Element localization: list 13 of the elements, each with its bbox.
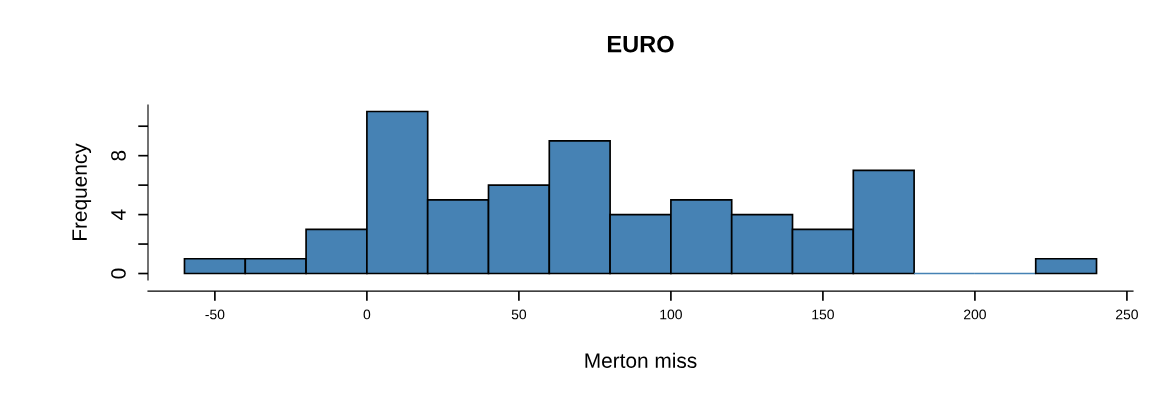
y-tick-label: 0 (111, 268, 126, 279)
x-tick-label: 150 (812, 309, 834, 320)
x-tick-label: 250 (1116, 309, 1138, 320)
chart-title: EURO (607, 35, 674, 53)
y-axis-title: Frequency (72, 143, 92, 240)
y-tick-label: 8 (111, 150, 126, 161)
x-tick-label: 0 (363, 309, 371, 320)
x-tick-label: -50 (205, 309, 225, 320)
x-tick-label: 100 (660, 309, 682, 320)
x-axis-title: Merton miss (585, 352, 697, 368)
x-tick-label: 200 (964, 309, 986, 320)
y-tick-label: 4 (111, 209, 126, 220)
x-tick-label: 50 (511, 309, 527, 320)
